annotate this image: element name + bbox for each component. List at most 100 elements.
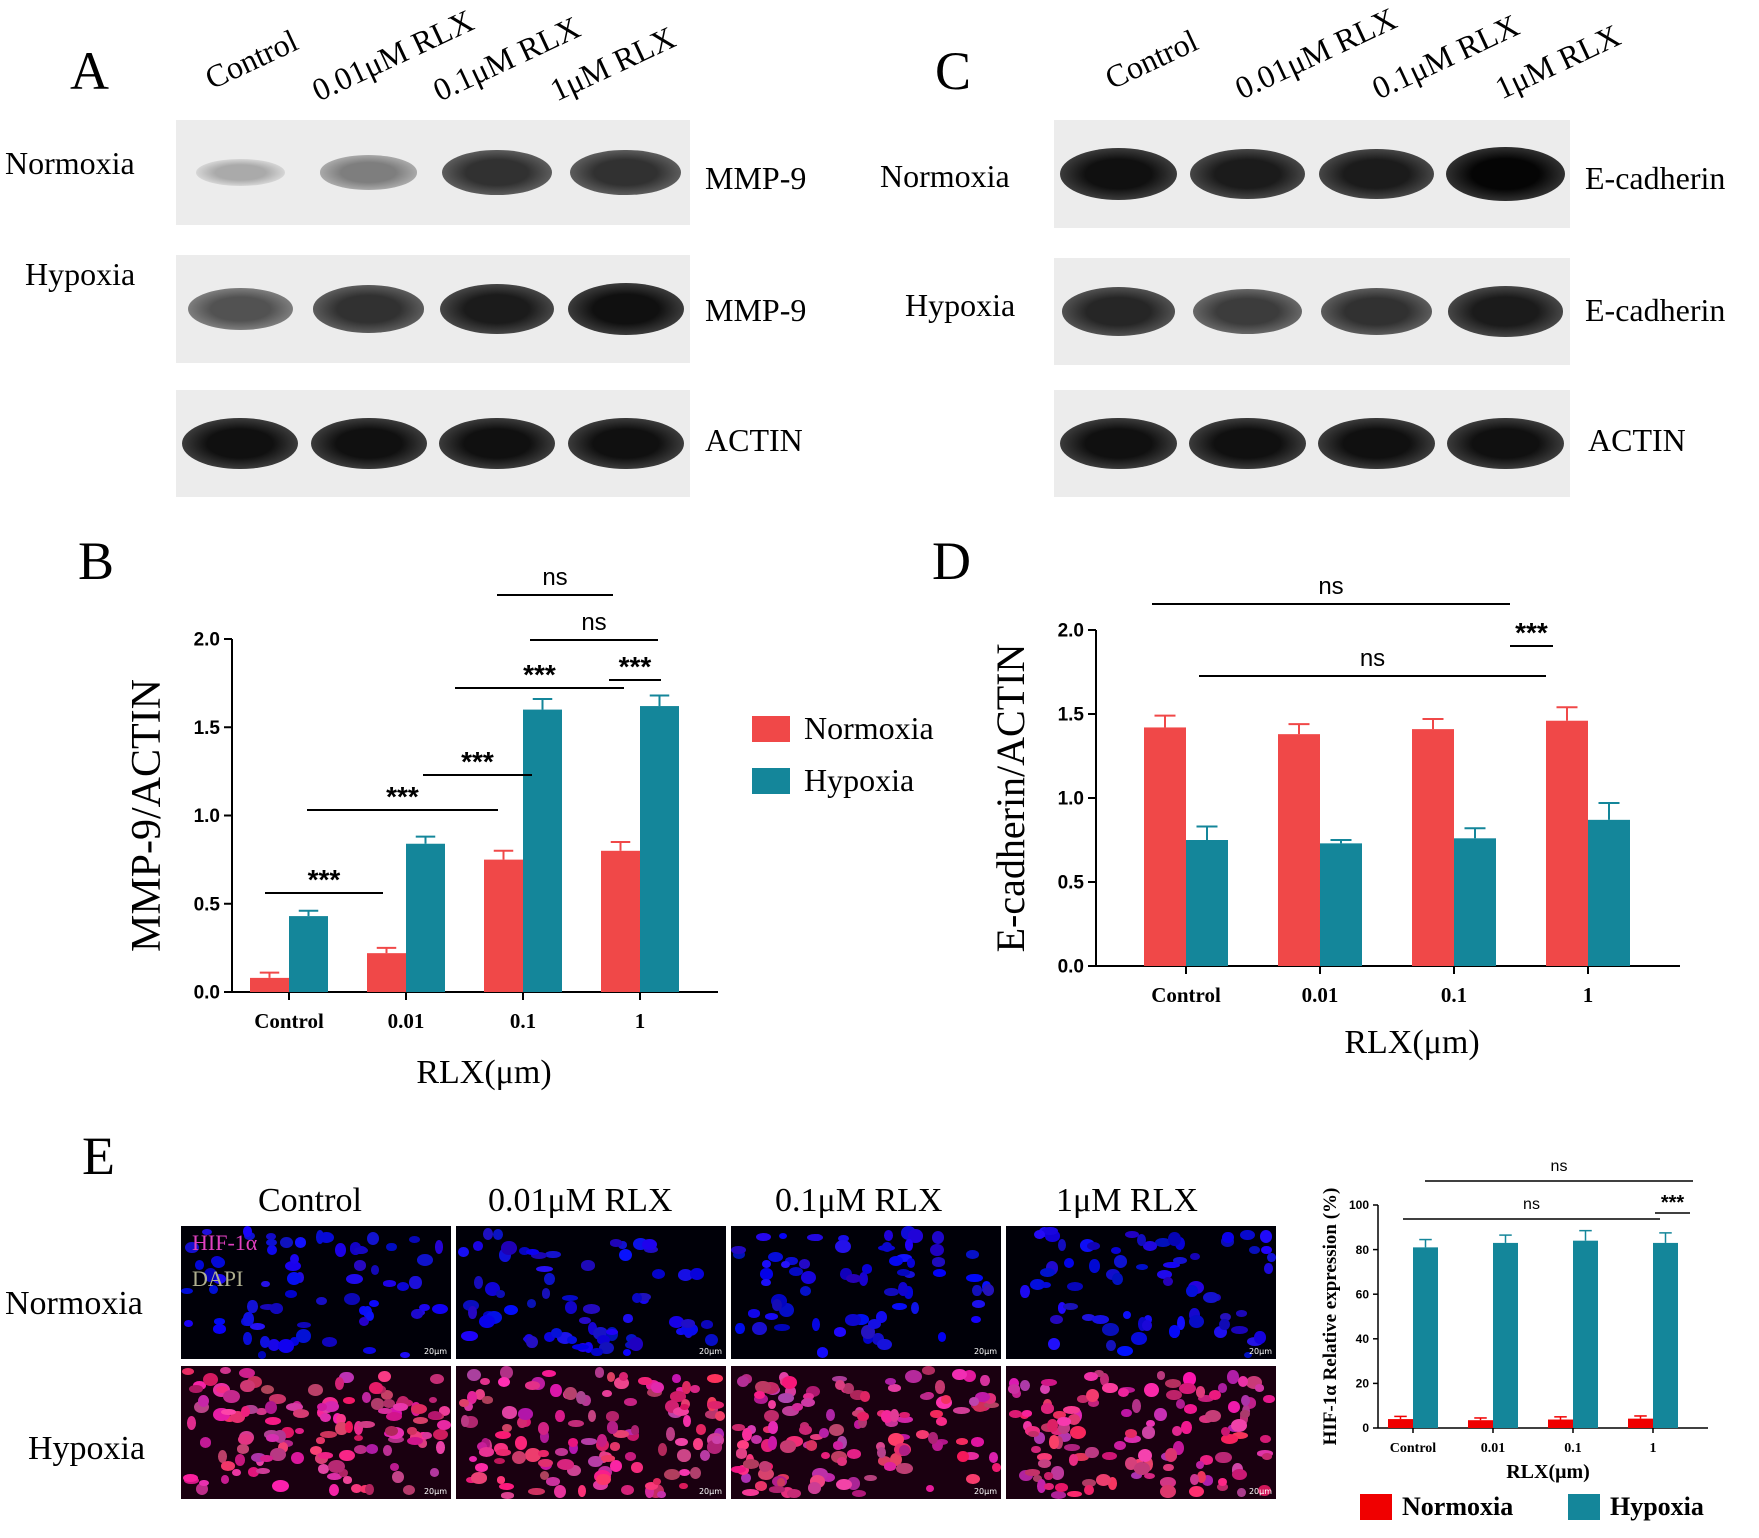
cell-nucleus: [820, 1451, 830, 1459]
cell-nucleus: [363, 1347, 377, 1355]
cell-nucleus: [318, 1232, 334, 1244]
cell-nucleus: [670, 1391, 686, 1402]
cell-nucleus: [495, 1289, 505, 1298]
cell-nucleus: [935, 1380, 946, 1394]
cell-nucleus: [220, 1460, 236, 1471]
legend-b-normoxia-swatch: [752, 715, 790, 742]
chart-e-sig-text-0: ns: [1551, 1158, 1568, 1175]
stain-label-dapi: DAPI: [192, 1266, 244, 1291]
cell-nucleus: [248, 1467, 260, 1478]
chart-d-bar-1-3: [1588, 819, 1630, 966]
chart-e-sig-text-2: ns: [1523, 1196, 1540, 1213]
cell-nucleus: [1231, 1432, 1248, 1440]
cell-nucleus: [1055, 1483, 1069, 1492]
cell-nucleus: [731, 1466, 747, 1474]
legend-e-normoxia-swatch: [1360, 1494, 1392, 1520]
cell-nucleus: [742, 1489, 759, 1497]
cell-nucleus: [966, 1474, 981, 1485]
cell-nucleus: [1042, 1226, 1058, 1236]
cell-nucleus: [229, 1411, 246, 1424]
cell-nucleus: [1040, 1268, 1055, 1278]
cell-nucleus: [541, 1369, 556, 1377]
legend-e-hypoxia-swatch: [1568, 1494, 1600, 1520]
cell-nucleus: [780, 1440, 797, 1453]
cell-nucleus: [577, 1485, 587, 1498]
cell-nucleus: [696, 1424, 707, 1435]
cell-nucleus: [857, 1412, 869, 1422]
cell-nucleus: [1220, 1433, 1238, 1444]
cell-nucleus: [929, 1243, 944, 1257]
cell-nucleus: [754, 1394, 769, 1405]
chart-e-bar-0-1: [1468, 1420, 1493, 1428]
cell-nucleus: [671, 1374, 681, 1383]
cell-nucleus: [1230, 1418, 1248, 1432]
micro-row-hypoxia: Hypoxia: [28, 1430, 146, 1467]
cell-nucleus: [316, 1437, 325, 1444]
cell-nucleus: [1198, 1395, 1214, 1403]
cell-nucleus: [389, 1462, 400, 1472]
cell-nucleus: [776, 1477, 786, 1487]
cell-nucleus: [651, 1382, 664, 1394]
chart-d-ylabel: E-cadherin/ACTIN: [988, 644, 1033, 953]
micro-row-normoxia: Normoxia: [5, 1285, 143, 1322]
cell-nucleus: [940, 1394, 951, 1404]
ecad-hypoxia-band-2: [1321, 288, 1432, 335]
cell-nucleus: [338, 1449, 355, 1462]
cell-nucleus: [784, 1256, 798, 1266]
cell-nucleus: [889, 1408, 900, 1422]
cell-nucleus: [211, 1256, 225, 1268]
cell-nucleus: [295, 1329, 311, 1343]
cell-nucleus: [1157, 1270, 1173, 1280]
cell-nucleus: [969, 1397, 980, 1406]
cell-nucleus: [832, 1441, 844, 1450]
blot-actin-a: [176, 390, 690, 497]
cell-nucleus: [597, 1434, 608, 1447]
cell-nucleus: [618, 1371, 629, 1382]
cell-nucleus: [518, 1246, 530, 1255]
cell-nucleus: [544, 1250, 561, 1259]
cell-nucleus: [1162, 1276, 1173, 1287]
cell-nucleus: [540, 1430, 550, 1443]
legend-b-hypoxia-label: Hypoxia: [804, 762, 915, 798]
mmp9-hypoxia-band-1: [313, 285, 424, 333]
cell-nucleus: [269, 1303, 283, 1314]
cell-nucleus: [598, 1341, 615, 1355]
cell-nucleus: [514, 1436, 527, 1450]
cell-nucleus: [1141, 1320, 1152, 1332]
cell-nucleus: [526, 1299, 537, 1309]
cell-nucleus: [731, 1246, 746, 1255]
cell-nucleus: [550, 1327, 563, 1339]
cell-nucleus: [354, 1421, 364, 1435]
cell-nucleus: [556, 1332, 573, 1344]
cell-nucleus: [184, 1241, 199, 1254]
cell-nucleus: [1204, 1409, 1221, 1423]
cell-nucleus: [877, 1338, 892, 1350]
cell-nucleus: [898, 1282, 909, 1296]
cell-nucleus: [678, 1269, 694, 1281]
cell-nucleus: [711, 1435, 722, 1445]
chart-b-ytick-label-1: 0.5: [194, 894, 221, 915]
chart-e-ytick-label-1: 20: [1356, 1377, 1370, 1391]
cell-nucleus: [1040, 1403, 1054, 1414]
cell-nucleus: [544, 1331, 556, 1343]
cell-nucleus: [323, 1400, 340, 1412]
cell-nucleus: [895, 1253, 913, 1262]
cell-nucleus: [1034, 1229, 1046, 1239]
cell-nucleus: [502, 1424, 513, 1433]
cell-nucleus: [645, 1485, 654, 1499]
cell-nucleus: [433, 1429, 449, 1441]
cell-nucleus: [219, 1366, 232, 1375]
cell-nucleus: [436, 1419, 451, 1430]
cell-nucleus: [678, 1468, 690, 1476]
cell-nucleus: [594, 1367, 605, 1378]
cell-nucleus: [1057, 1302, 1067, 1314]
cell-nucleus: [732, 1423, 746, 1432]
cell-nucleus: [972, 1284, 982, 1297]
cell-nucleus: [888, 1433, 905, 1447]
cell-nucleus: [482, 1396, 493, 1404]
cell-nucleus: [980, 1374, 990, 1387]
cell-nucleus: [673, 1406, 689, 1417]
actin-c-band-0: [1060, 417, 1177, 470]
cell-nucleus: [769, 1486, 785, 1493]
cell-nucleus: [1264, 1262, 1273, 1274]
